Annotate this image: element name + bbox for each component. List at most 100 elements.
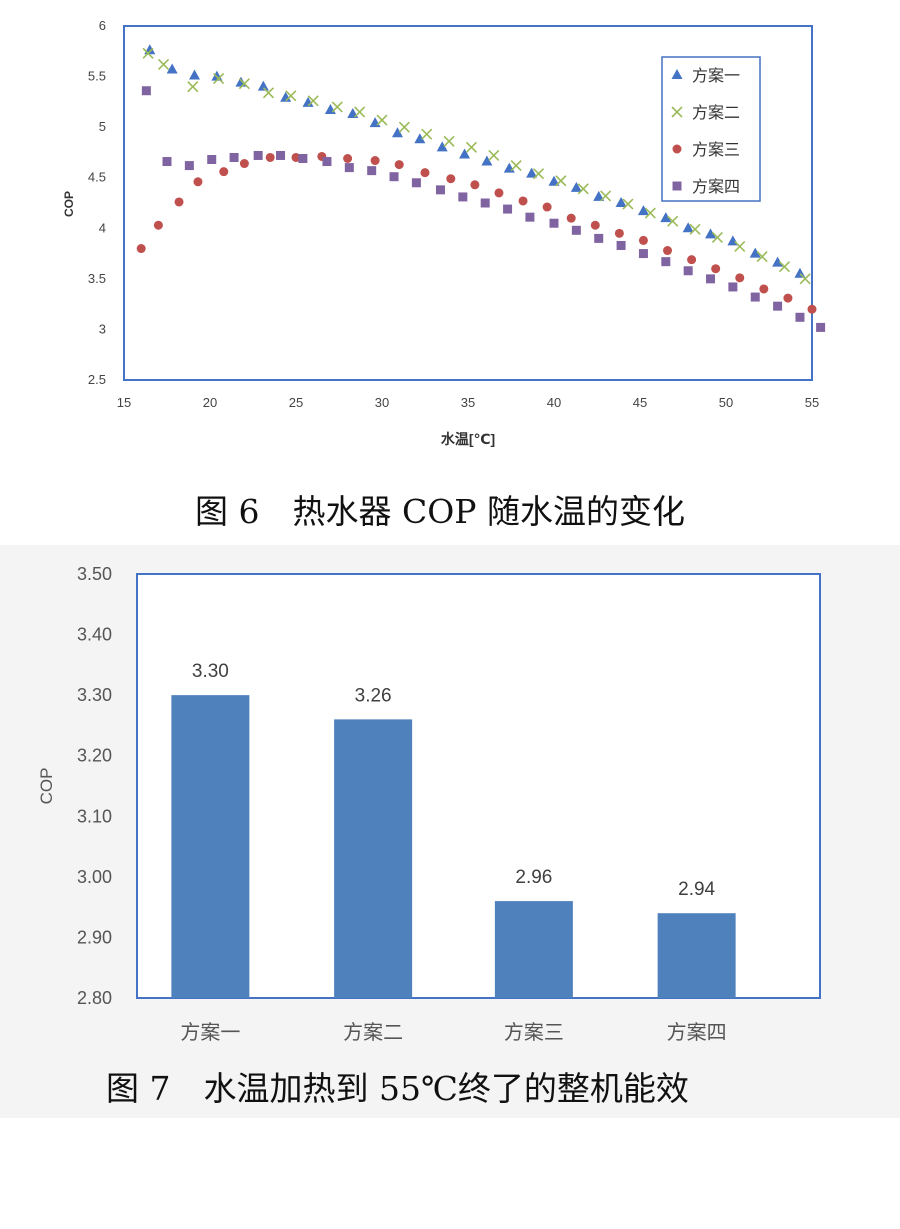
series-3-point: [638, 235, 648, 245]
series-2-point-stroke: [187, 81, 199, 93]
series-4-point: [411, 178, 421, 188]
x-tick-label: 50: [719, 395, 733, 410]
series-2-point-stroke: [734, 240, 746, 253]
series-2-point-stroke: [354, 106, 366, 118]
y-tick-label: 3.10: [77, 806, 112, 826]
series-4-point: [549, 218, 559, 228]
series-1-point: [615, 197, 627, 207]
series-3-point: [420, 168, 430, 178]
series-1-point: [570, 181, 582, 192]
series-4-point: [795, 312, 805, 322]
y-tick-label: 3.50: [77, 564, 112, 584]
series-2-point: [689, 223, 701, 235]
series-2-point-stroke: [799, 273, 811, 285]
series-2-point-stroke: [213, 73, 225, 85]
series-2-point-stroke: [465, 141, 478, 153]
series-2-point: [778, 261, 791, 273]
series-2-point-stroke: [555, 175, 567, 187]
series-3-point: [614, 228, 624, 238]
series-4: [141, 86, 826, 332]
series-3: [136, 151, 817, 314]
series-4-point: [184, 161, 194, 171]
x-axis-label: 水温[℃]: [441, 431, 495, 447]
series-1-point: [481, 155, 493, 166]
y-tick-label: 5.5: [88, 69, 106, 84]
series-3-point: [494, 188, 504, 198]
bar-3: [494, 901, 573, 998]
series-3-point: [153, 220, 163, 230]
series-4-point: [706, 274, 716, 284]
series-2-point: [465, 141, 478, 153]
figure-6-caption: 图 6 热水器 COP 随水温的变化: [195, 492, 685, 531]
series-1-point: [414, 133, 426, 144]
series-1-point: [391, 127, 403, 138]
series-2-point-stroke: [238, 78, 250, 90]
series-4-point: [322, 157, 332, 167]
x-category-label: 方案四: [667, 1021, 727, 1044]
series-2-point: [307, 95, 319, 107]
x-category-label: 方案三: [504, 1021, 564, 1044]
y-tick-label: 3: [99, 321, 106, 336]
x-tick-label: 20: [203, 395, 217, 410]
legend-marker: [672, 181, 682, 191]
series-2-point-stroke: [756, 251, 768, 263]
series-3-point: [291, 152, 301, 162]
series-3-point: [542, 202, 552, 212]
x-tick-label: 15: [117, 395, 131, 410]
series-3-point: [735, 273, 745, 283]
x-tick-label: 40: [547, 395, 561, 410]
series-1-point: [749, 247, 761, 258]
series-3-point: [663, 246, 673, 256]
series-2-point-stroke: [667, 215, 679, 227]
series-2-point: [285, 90, 297, 102]
series-4-point: [435, 185, 445, 195]
series-3-point: [446, 174, 456, 184]
legend-marker-stroke: [671, 106, 683, 118]
series-4-point: [367, 166, 377, 176]
series-2-point-stroke: [711, 231, 723, 243]
legend-box: [661, 56, 761, 202]
series-2-point: [644, 207, 656, 219]
series-2-point-stroke: [331, 101, 343, 113]
series-2-point-stroke: [577, 183, 589, 195]
series-3-point: [518, 196, 528, 206]
series-4-point: [616, 240, 626, 250]
series-3-point: [219, 167, 229, 177]
series-2-point-stroke: [142, 47, 154, 59]
y-tick-label: 3.00: [77, 867, 112, 887]
x-tick-label: 30: [375, 395, 389, 410]
series-2-point-stroke: [644, 207, 656, 219]
series-3-point: [687, 255, 697, 265]
series-2-point: [532, 168, 545, 180]
series-2-point: [142, 47, 154, 59]
series-2-point: [354, 106, 366, 118]
series-4-point: [571, 225, 581, 235]
series-3-point: [370, 156, 380, 166]
series-2-point: [398, 121, 410, 133]
series-3-point: [136, 244, 146, 254]
legend-label: 方案二: [692, 104, 740, 122]
series-2-point: [600, 190, 612, 202]
series-4-point: [389, 172, 399, 182]
series-3-point: [265, 152, 275, 162]
series-2-point-stroke: [421, 128, 433, 140]
y-tick-label: 2.90: [77, 927, 112, 947]
series-2-point-stroke: [157, 58, 170, 70]
series-4-point: [525, 212, 535, 222]
y-axis-label: COP: [62, 191, 76, 217]
x-tick-label: 45: [633, 395, 647, 410]
series-2-point-stroke: [443, 135, 455, 147]
series-3-point: [193, 177, 203, 187]
legend-label: 方案一: [692, 67, 740, 85]
series-3-point: [343, 153, 353, 163]
bar-value-label: 3.26: [355, 685, 392, 706]
series-2-point: [421, 128, 433, 140]
series-2-point-stroke: [689, 223, 701, 235]
series-4-point: [816, 322, 826, 332]
series-3-point: [470, 180, 480, 190]
series-2-point: [734, 240, 746, 253]
series-1-point: [794, 267, 806, 278]
series-3-point: [590, 220, 600, 230]
series-4-point: [750, 292, 760, 302]
